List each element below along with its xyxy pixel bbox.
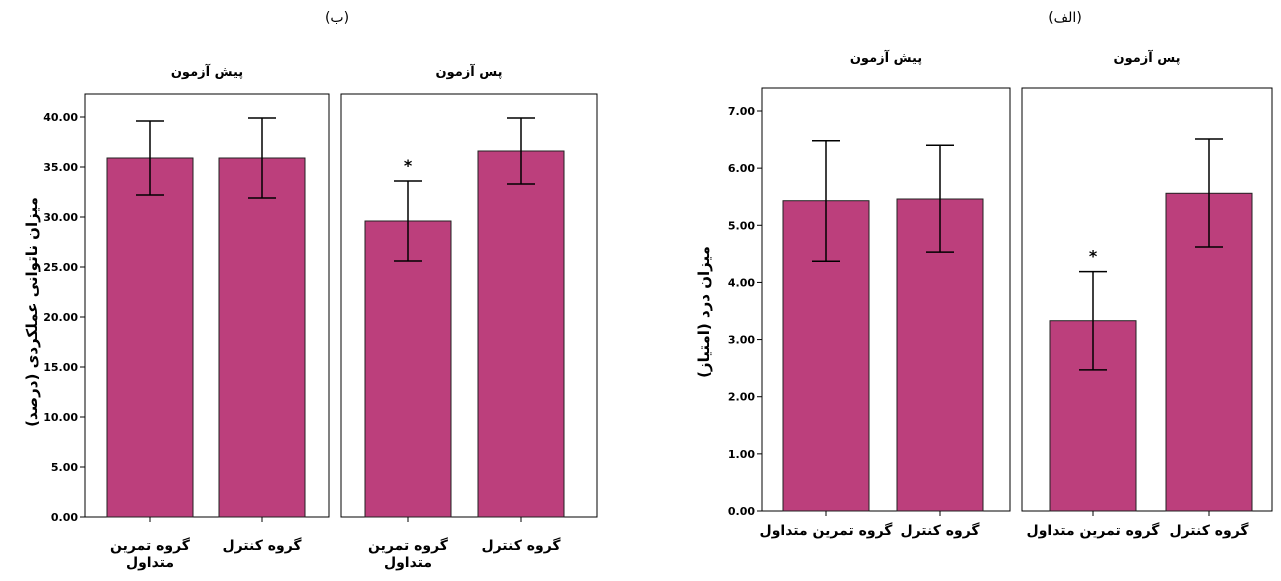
significance-star: * [404,156,413,175]
category-label: گروه تمرین [368,537,449,554]
panel-0: پیش آزمون گروه تمرین متداول گروه کنترل [760,49,1011,539]
significance-star: * [1089,247,1098,266]
y-axis-title: میزان ناتوانی عملکردی (درصد) [23,197,41,427]
y-tick-label: 7.00 [728,105,755,118]
category-label: گروه تمرین متداول [760,522,894,539]
y-tick-label: 3.00 [728,334,755,347]
y-tick-label: 4.00 [728,276,755,289]
y-tick-label: 5.00 [728,219,755,232]
panel-frame [1021,87,1273,512]
category-label: گروه کنترل [222,537,302,554]
panel-title: پس آزمون [1113,49,1180,66]
y-tick-label: 30.00 [43,211,78,224]
category-label: گروه کنترل [1169,522,1249,539]
panel-frame [761,87,1011,512]
bar [364,220,452,518]
bar [477,150,565,518]
y-axis-title: میزان درد (امتیاز) [695,246,713,378]
category-label: گروه کنترل [481,537,561,554]
category-label-line2: متداول [384,555,432,571]
bar [106,157,194,518]
panel-title: پس آزمون [435,63,502,80]
chart-0: (ب) 0.00 5.00 10.00 15.00 20.00 25.00 30.00 35.0… [23,10,598,571]
y-tick-label: 5.00 [51,461,78,474]
y-tick-label: 6.00 [728,162,755,175]
y-tick-label: 25.00 [43,261,78,274]
category-label: گروه تمرین [110,537,191,554]
panel-frame [84,93,330,518]
figure-label: (الف) [1048,10,1082,26]
y-tick-label: 10.00 [43,411,78,424]
y-tick-label: 1.00 [728,448,755,461]
y-tick-label: 20.00 [43,311,78,324]
figure-label: (ب) [325,10,349,26]
category-label: گروه کنترل [900,522,980,539]
panel-1: پس آزمون * گروه تمرین متداول گروه کنترل [1021,49,1273,539]
category-label-line2: متداول [126,555,174,571]
panel-frame [340,93,598,518]
category-label: گروه تمرین متداول [1027,522,1161,539]
y-tick-label: 40.00 [43,111,78,124]
y-tick-label: 0.00 [728,505,755,518]
bar [218,157,306,518]
y-tick-label: 0.00 [51,511,78,524]
y-tick-label: 2.00 [728,391,755,404]
chart-1: (الف) 0.00 1.00 2.00 3.00 4.00 5.00 6.00 7.00 میز… [695,10,1273,539]
y-tick-label: 15.00 [43,361,78,374]
panel-title: پیش آزمون [850,49,922,66]
y-tick-label: 35.00 [43,161,78,174]
panel-title: پیش آزمون [171,63,243,80]
